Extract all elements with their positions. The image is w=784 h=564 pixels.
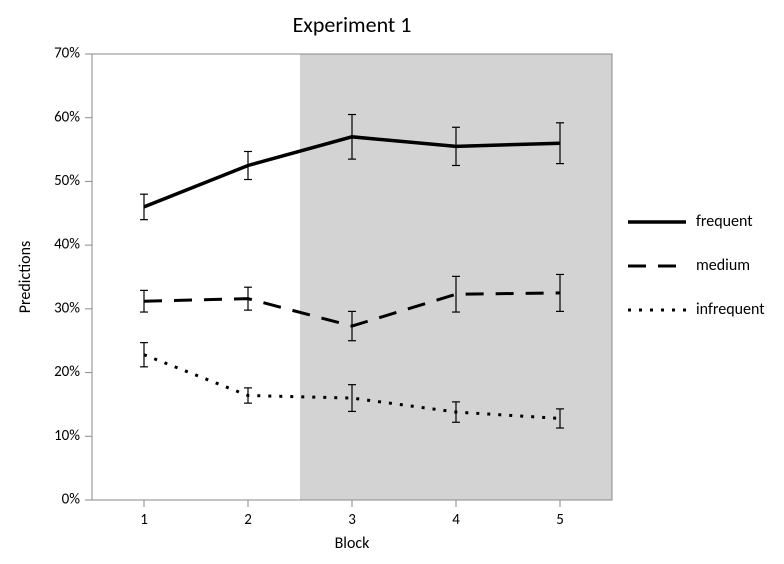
y-tick-label: 70%	[54, 45, 80, 63]
x-tick-label: 2	[244, 511, 252, 529]
x-tick-label: 5	[556, 511, 564, 529]
legend-label-infrequent: infrequent	[696, 300, 765, 319]
chart-title: Experiment 1	[293, 11, 412, 38]
y-tick-label: 0%	[62, 491, 81, 509]
y-tick-label: 50%	[54, 172, 80, 190]
x-tick-label: 4	[452, 511, 460, 529]
chart-svg: 0% 10% 20% 30% 40% 50% 60% 70% 1 2 3 4 5 Block Predict…	[0, 0, 784, 564]
y-tick-label: 40%	[54, 236, 80, 254]
x-tick-label: 3	[348, 511, 356, 529]
x-tick-label: 1	[140, 511, 148, 529]
chart-wrap: 0% 10% 20% 30% 40% 50% 60% 70% 1 2 3 4 5 Block Predict…	[0, 0, 784, 564]
legend-label-frequent: frequent	[696, 212, 753, 231]
y-tick-label: 30%	[54, 299, 80, 317]
y-axis-label: Predictions	[16, 241, 35, 313]
legend-label-medium: medium	[696, 256, 750, 275]
y-tick-label: 10%	[54, 427, 80, 445]
y-tick-label: 20%	[54, 363, 80, 381]
y-tick-label: 60%	[54, 108, 80, 126]
x-axis-label: Block	[335, 534, 371, 553]
